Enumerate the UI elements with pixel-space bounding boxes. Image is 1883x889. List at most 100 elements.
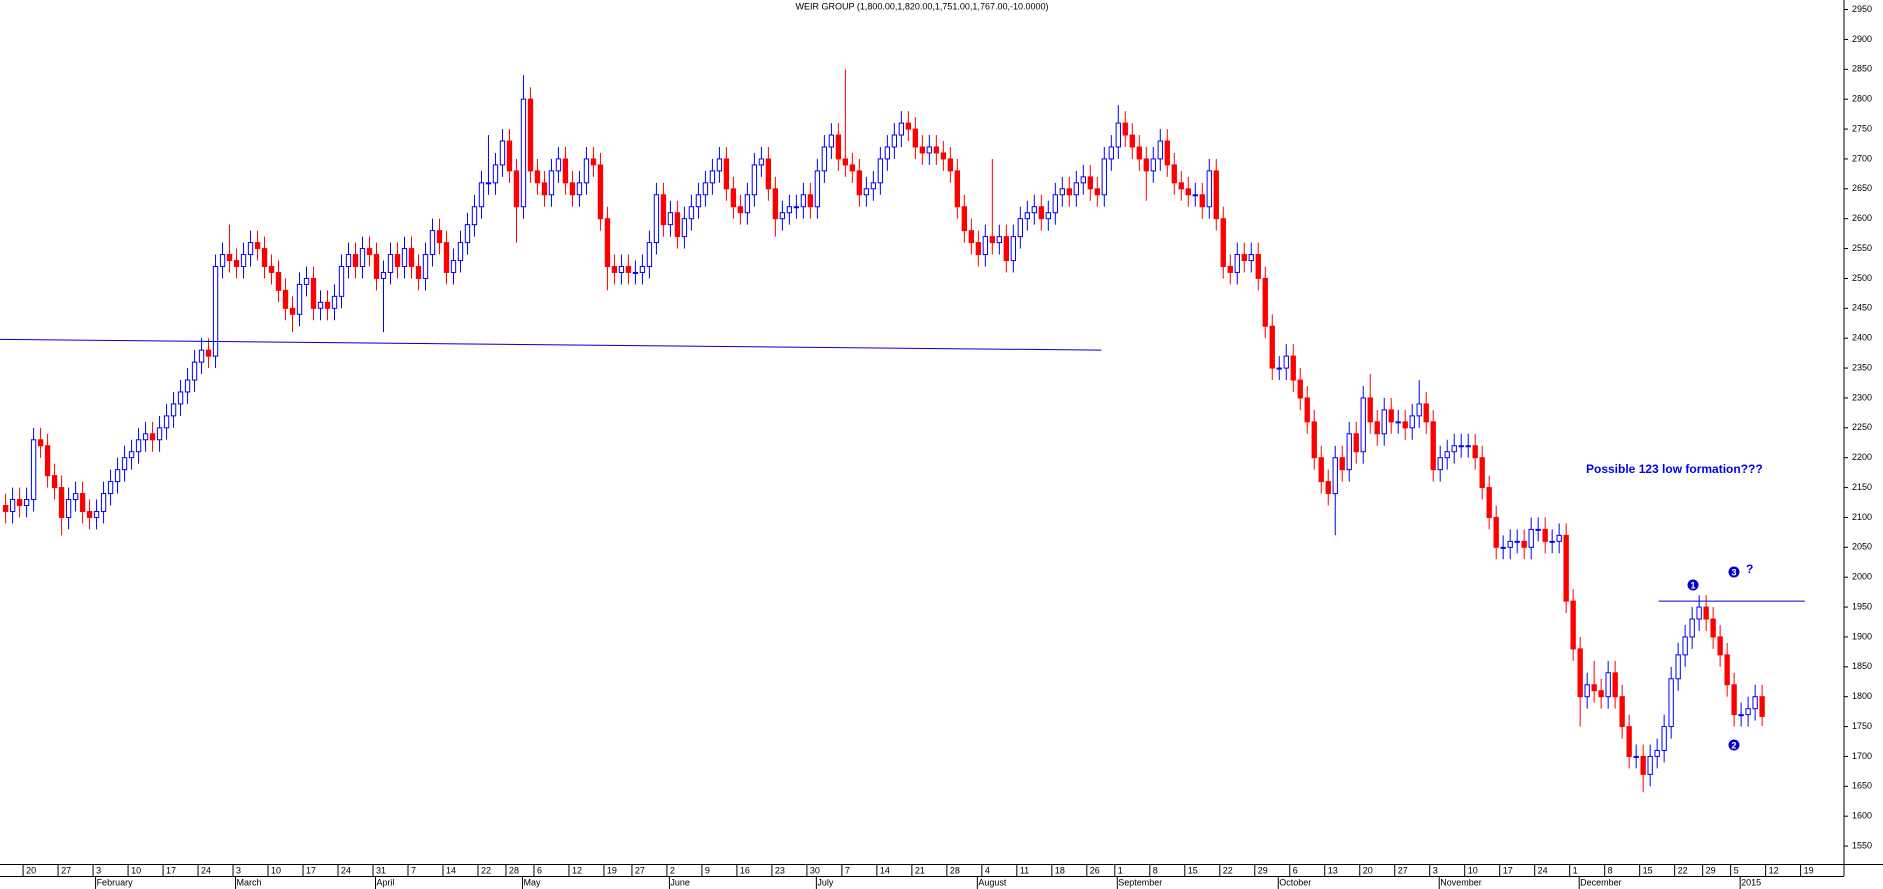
candle-body: [1227, 265, 1233, 273]
candle-body: [149, 433, 156, 441]
x-tick-label: 17: [1503, 865, 1513, 875]
candle-body: [1367, 397, 1373, 423]
month-label: November: [1440, 877, 1482, 887]
candle-body: [632, 271, 639, 274]
candle-body: [359, 248, 366, 267]
candle-body: [1703, 606, 1709, 620]
candle-body: [842, 158, 849, 166]
candle-body: [1080, 176, 1086, 184]
candle-body: [1556, 534, 1562, 542]
y-tick-label: 2750: [1852, 123, 1872, 133]
candle-body: [1374, 421, 1380, 435]
candle-body: [100, 493, 107, 512]
y-tick-label: 1850: [1852, 661, 1872, 671]
candle-body: [1094, 188, 1100, 196]
candle-body: [86, 510, 93, 518]
candle-body: [107, 481, 114, 495]
candle-body: [1143, 158, 1149, 172]
candle-body: [527, 98, 534, 172]
x-tick-label: 29: [1258, 865, 1268, 875]
candle-body: [1612, 672, 1618, 698]
candle-body: [1325, 481, 1331, 495]
x-tick-label: 31: [376, 865, 386, 875]
candle-body: [765, 158, 772, 190]
candle-body: [128, 451, 135, 459]
candle-body: [520, 98, 527, 208]
candle-body: [1017, 218, 1023, 238]
candle-body: [198, 349, 205, 363]
month-label: December: [1580, 877, 1622, 887]
candle-body: [653, 194, 660, 244]
candle-body: [541, 182, 548, 196]
candle-body: [534, 170, 541, 184]
candle-body: [289, 307, 296, 315]
candle-body: [1731, 684, 1737, 716]
candle-body: [1381, 409, 1387, 435]
candle-body: [93, 510, 100, 518]
y-tick-label: 2200: [1852, 452, 1872, 462]
candle-body: [1185, 188, 1191, 196]
candle-body: [394, 254, 401, 267]
candle-body: [744, 194, 751, 214]
candle-body: [317, 301, 324, 309]
x-tick-label: 30: [810, 865, 820, 875]
candle-body: [58, 487, 65, 518]
candle-body: [492, 164, 499, 184]
candle-body: [1640, 755, 1646, 775]
candle-body: [184, 379, 191, 393]
candle-body: [1269, 325, 1275, 369]
candle-body: [1059, 188, 1065, 196]
candle-body: [51, 475, 58, 489]
candle-body: [338, 265, 345, 297]
x-tick-label: 6: [1293, 865, 1298, 875]
candle-body: [44, 445, 51, 477]
candle-body: [1500, 546, 1506, 549]
candle-body: [716, 158, 723, 172]
candle-body: [1752, 696, 1758, 710]
candle-body: [884, 146, 891, 160]
x-tick-label: 21: [915, 865, 925, 875]
x-tick-label: 24: [341, 865, 351, 875]
candle-body: [1605, 672, 1611, 698]
candle-body: [835, 134, 842, 160]
candle-body: [821, 146, 828, 172]
x-tick-label: 24: [1538, 865, 1548, 875]
candle-body: [1108, 146, 1114, 160]
candle-body: [772, 188, 779, 220]
candle-body: [1297, 379, 1303, 399]
candle-body: [114, 469, 121, 483]
candle-body: [240, 254, 247, 267]
candle-body: [1668, 678, 1674, 728]
candle-body: [1122, 122, 1128, 136]
candle-body: [1402, 421, 1408, 429]
candle-body: [1626, 726, 1632, 757]
x-tick-label: 12: [572, 865, 582, 875]
x-tick-label: 12: [1769, 865, 1779, 875]
x-tick-label: 2: [670, 865, 675, 875]
month-label: July: [817, 877, 834, 887]
month-label: October: [1279, 877, 1311, 887]
y-tick-label: 2150: [1852, 482, 1872, 492]
candle-body: [576, 182, 583, 196]
candle-body: [681, 218, 688, 238]
point-marker: [1687, 579, 1699, 591]
candle-body: [72, 493, 79, 501]
candle-body: [1521, 540, 1527, 548]
candle-body: [870, 182, 877, 190]
candle-body: [695, 194, 702, 208]
candle-body: [1416, 403, 1422, 417]
month-label: 2015: [1741, 877, 1761, 887]
candle-body: [737, 206, 744, 214]
x-tick-label: 1: [1573, 865, 1578, 875]
candle-body: [478, 182, 485, 208]
candle-body: [814, 170, 821, 208]
candle-body: [380, 271, 387, 279]
candle-body: [23, 499, 30, 506]
candle-body: [982, 236, 989, 256]
candle-body: [828, 134, 835, 148]
candle-body: [1619, 696, 1625, 728]
candle-body: [247, 242, 254, 256]
candle-body: [1584, 684, 1590, 698]
candle-body: [933, 146, 940, 154]
y-tick-label: 2700: [1852, 153, 1872, 163]
